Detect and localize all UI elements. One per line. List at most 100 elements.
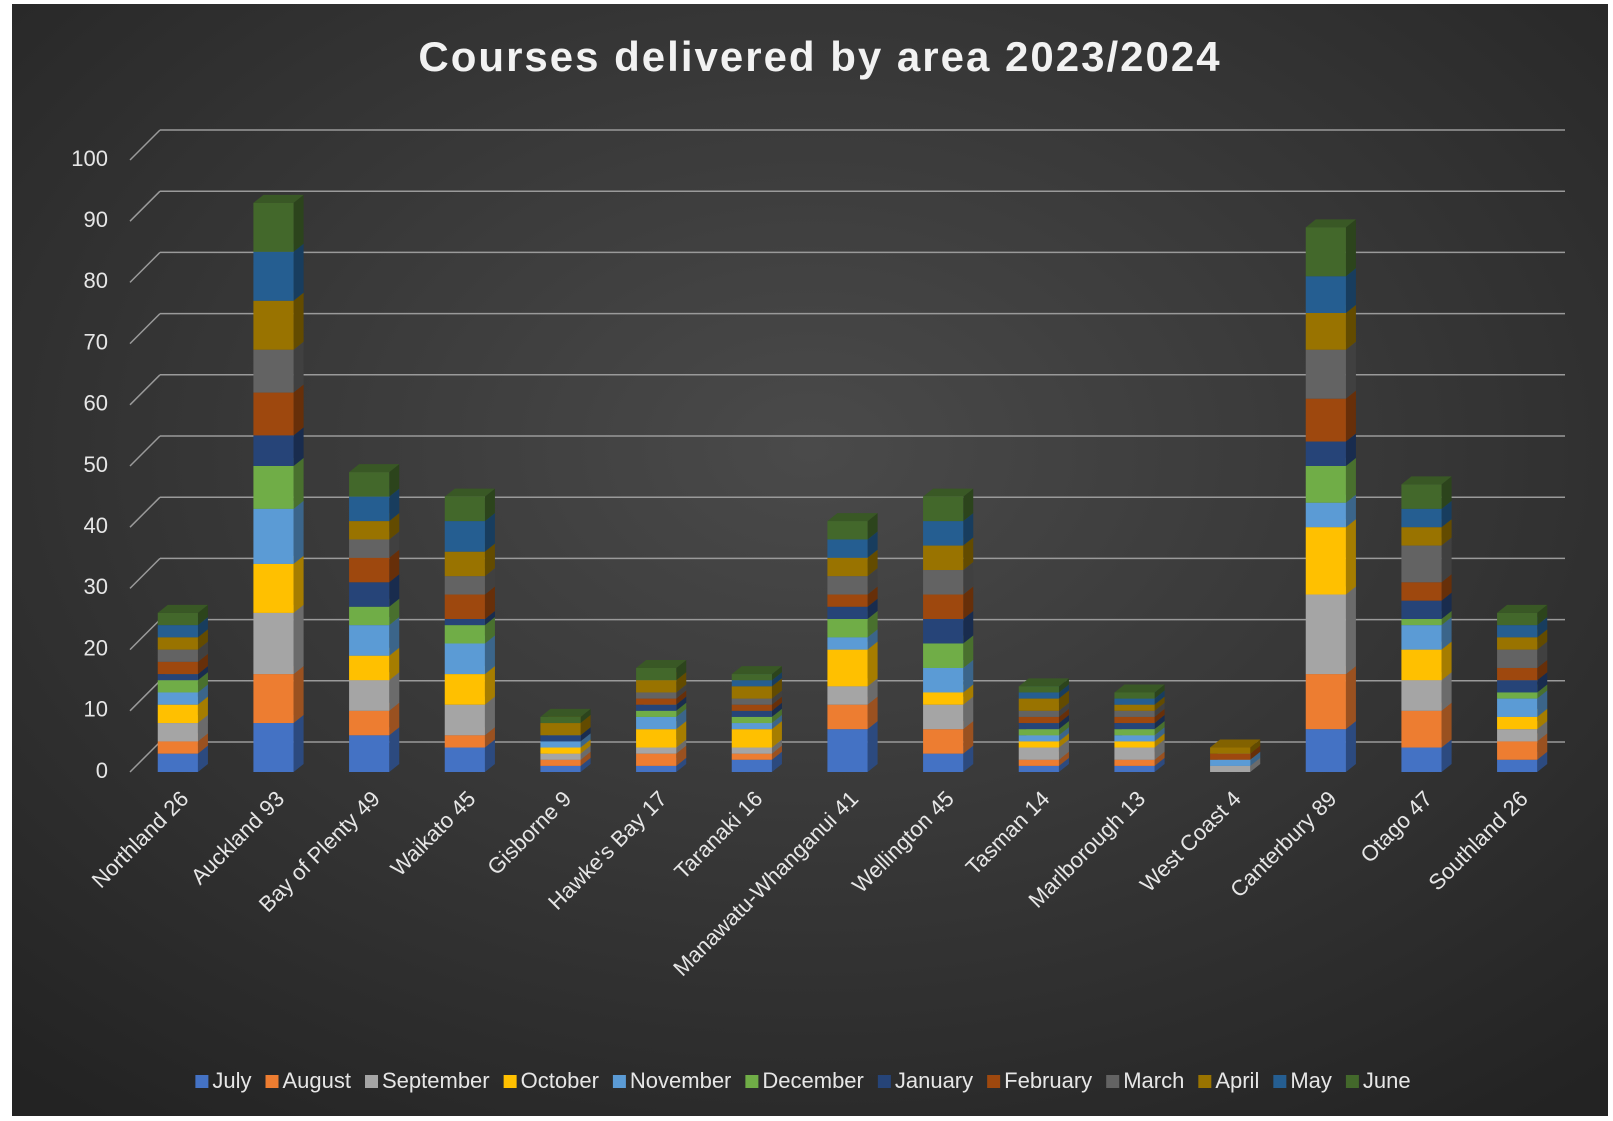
bar-side — [1537, 659, 1548, 681]
legend-swatch — [612, 1075, 626, 1088]
bar-segment — [444, 496, 485, 522]
bar-side — [389, 672, 400, 711]
bar-side — [293, 194, 304, 252]
bar-side — [963, 635, 974, 668]
bar-segment — [253, 723, 294, 772]
bar-segment — [444, 704, 485, 736]
bar-segment — [827, 521, 868, 540]
legend-swatch — [1106, 1075, 1120, 1088]
bar-side — [963, 586, 974, 619]
bar-segment — [157, 661, 198, 675]
bar-side — [1154, 727, 1165, 742]
bar-segment — [1305, 349, 1346, 399]
bar-segment — [731, 680, 772, 687]
bar-segment — [827, 539, 868, 558]
bar-side — [293, 500, 304, 564]
bar-top — [157, 604, 208, 613]
bar-side — [1441, 702, 1452, 748]
bar-side — [389, 598, 400, 626]
bar-segment — [636, 747, 677, 754]
bar-segment — [1305, 441, 1346, 466]
bar-segment — [1114, 704, 1155, 711]
bar-side — [676, 659, 687, 681]
bar-side — [963, 488, 974, 522]
bar-segment — [636, 680, 677, 693]
bar-side — [1058, 684, 1069, 699]
legend-swatch — [195, 1075, 209, 1088]
bar-side — [771, 721, 782, 748]
bar-segment — [1305, 466, 1346, 503]
bar-segment — [1497, 741, 1538, 760]
bar-side — [293, 292, 304, 350]
grid-line-floor — [129, 129, 161, 161]
bar-side — [1250, 757, 1261, 772]
bar-segment — [444, 747, 485, 772]
bar-segment — [157, 741, 198, 754]
bar-segment — [636, 704, 677, 711]
bar-side — [484, 488, 495, 522]
bar-segment — [636, 692, 677, 699]
bar-segment — [731, 674, 772, 681]
bar-top — [1114, 684, 1165, 693]
bar-segment — [349, 625, 390, 656]
bar-segment — [1018, 716, 1059, 724]
bar-top — [349, 464, 400, 473]
bar-side — [484, 727, 495, 748]
bar-side — [484, 696, 495, 736]
bar-segment — [349, 680, 390, 711]
bar-segment — [1114, 759, 1155, 766]
bar-segment — [1497, 612, 1538, 626]
bar-side — [1441, 641, 1452, 681]
bar-side — [867, 568, 878, 595]
bar-side — [197, 666, 208, 681]
bar-segment — [253, 251, 294, 301]
bar-side — [771, 666, 782, 681]
bar-segment — [1114, 729, 1155, 736]
bar-side — [484, 666, 495, 705]
bar-top — [1401, 476, 1452, 485]
bar-segment — [731, 753, 772, 760]
legend-label: July — [212, 1068, 251, 1093]
bar-side — [484, 586, 495, 619]
bar-side — [1154, 721, 1165, 736]
bar-side — [1537, 733, 1548, 760]
bar-side — [197, 745, 208, 772]
legend-swatch — [1273, 1075, 1287, 1088]
bar-segment — [253, 466, 294, 509]
bar-segment — [923, 545, 964, 571]
bar-side — [676, 745, 687, 766]
bar-side — [867, 641, 878, 687]
bar-segment — [731, 704, 772, 711]
bar-side — [867, 513, 878, 540]
bar-side — [676, 708, 687, 730]
bar-side — [1345, 586, 1356, 675]
bar-side — [1345, 721, 1356, 772]
bar-segment — [923, 496, 964, 522]
bar-segment — [444, 625, 485, 644]
bar-segment — [1305, 729, 1346, 772]
bar-segment — [1305, 674, 1346, 730]
bar-segment — [1401, 649, 1442, 681]
y-tick-label: 60 — [84, 391, 108, 416]
legend-swatch — [877, 1075, 891, 1088]
grid-line-floor — [129, 557, 161, 589]
bar-side — [867, 549, 878, 577]
bar-segment — [636, 753, 677, 766]
bar-segment — [540, 741, 581, 748]
bar-segment — [827, 729, 868, 772]
bar-segment — [540, 716, 581, 724]
y-tick-label: 90 — [84, 207, 108, 232]
bar-segment — [1114, 723, 1155, 730]
legend-swatch — [503, 1075, 517, 1088]
bar-segment — [731, 747, 772, 754]
bar-side — [389, 531, 400, 558]
bar-segment — [157, 753, 198, 772]
bar-segment — [540, 759, 581, 766]
bar-side — [1154, 733, 1165, 748]
bar-segment — [1018, 729, 1059, 736]
y-tick-label: 30 — [84, 574, 108, 599]
y-tick-label: 20 — [84, 635, 108, 660]
bar-segment — [253, 508, 294, 564]
bar-segment — [1305, 313, 1346, 350]
